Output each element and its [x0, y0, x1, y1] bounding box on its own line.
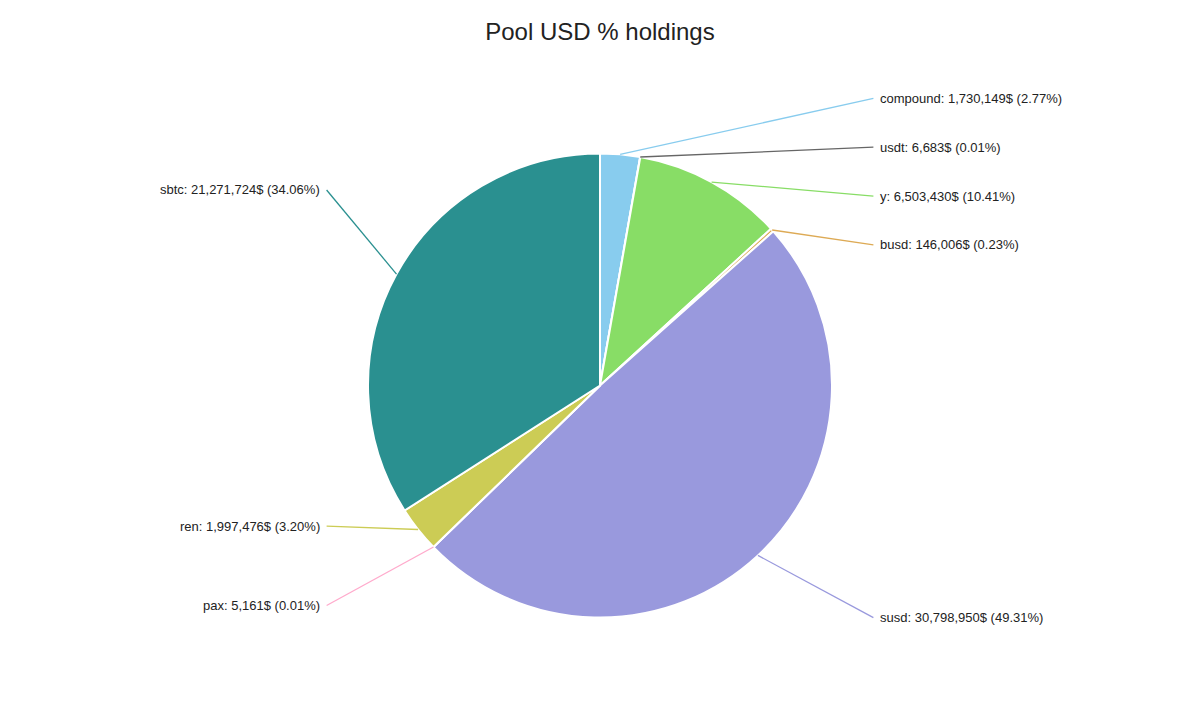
svg-text:sbtc: 21,271,724$ (34.06%): sbtc: 21,271,724$ (34.06%) — [160, 182, 320, 197]
svg-text:pax: 5,161$ (0.01%): pax: 5,161$ (0.01%) — [203, 598, 320, 613]
svg-text:susd: 30,798,950$ (49.31%): susd: 30,798,950$ (49.31%) — [880, 610, 1043, 625]
svg-text:compound: 1,730,149$ (2.77%): compound: 1,730,149$ (2.77%) — [880, 91, 1062, 106]
svg-text:Pool USD % holdings: Pool USD % holdings — [485, 18, 714, 45]
svg-text:busd: 146,006$ (0.23%): busd: 146,006$ (0.23%) — [880, 237, 1019, 252]
svg-text:y: 6,503,430$ (10.41%): y: 6,503,430$ (10.41%) — [880, 189, 1015, 204]
svg-text:usdt: 6,683$ (0.01%): usdt: 6,683$ (0.01%) — [880, 140, 1001, 155]
svg-text:ren: 1,997,476$ (3.20%): ren: 1,997,476$ (3.20%) — [180, 519, 320, 534]
